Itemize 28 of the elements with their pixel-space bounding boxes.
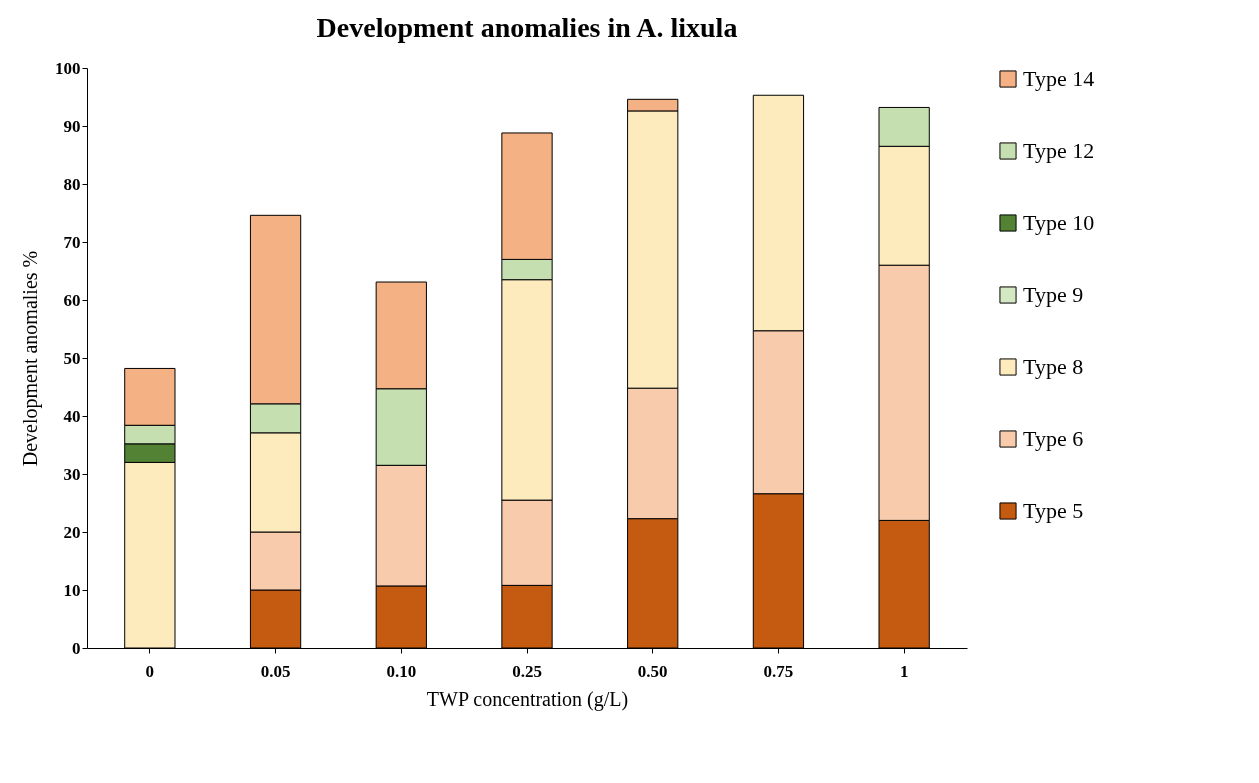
- x-tick-label: 1: [899, 661, 909, 681]
- y-tick-label: 30: [63, 464, 81, 484]
- y-tick-label: 10: [63, 580, 81, 600]
- y-axis-title: Development anomalies %: [19, 250, 42, 467]
- y-tick-label: 50: [63, 348, 81, 368]
- y-tick-label: 100: [55, 58, 81, 78]
- x-tick-label: 0.50: [637, 661, 668, 681]
- legend-label: Type 12: [1023, 138, 1095, 163]
- y-tick-label: 70: [63, 232, 81, 252]
- legend-label: Type 6: [1023, 426, 1084, 451]
- legend-label: Type 14: [1023, 66, 1095, 91]
- y-tick-label: 60: [63, 290, 81, 310]
- x-tick-label: 0: [145, 661, 155, 681]
- y-tick-label: 90: [63, 116, 81, 136]
- x-tick-label: 0.75: [763, 661, 794, 681]
- y-tick-label: 20: [63, 522, 81, 542]
- x-tick-label: 0.10: [386, 661, 417, 681]
- legend-label: Type 9: [1023, 282, 1084, 307]
- legend-label: Type 10: [1023, 210, 1095, 235]
- y-tick-label: 40: [63, 406, 81, 426]
- y-tick-label: 0: [72, 638, 81, 658]
- x-axis-title: TWP concentration (g/L): [426, 687, 629, 711]
- x-tick-label: 0.05: [260, 661, 291, 681]
- y-tick-label: 80: [63, 174, 81, 194]
- legend-label: Type 8: [1023, 354, 1084, 379]
- x-tick-label: 0.25: [512, 661, 542, 681]
- legend-label: Type 5: [1023, 498, 1084, 523]
- chart-title: Development anomalies in A. lixula: [316, 12, 738, 43]
